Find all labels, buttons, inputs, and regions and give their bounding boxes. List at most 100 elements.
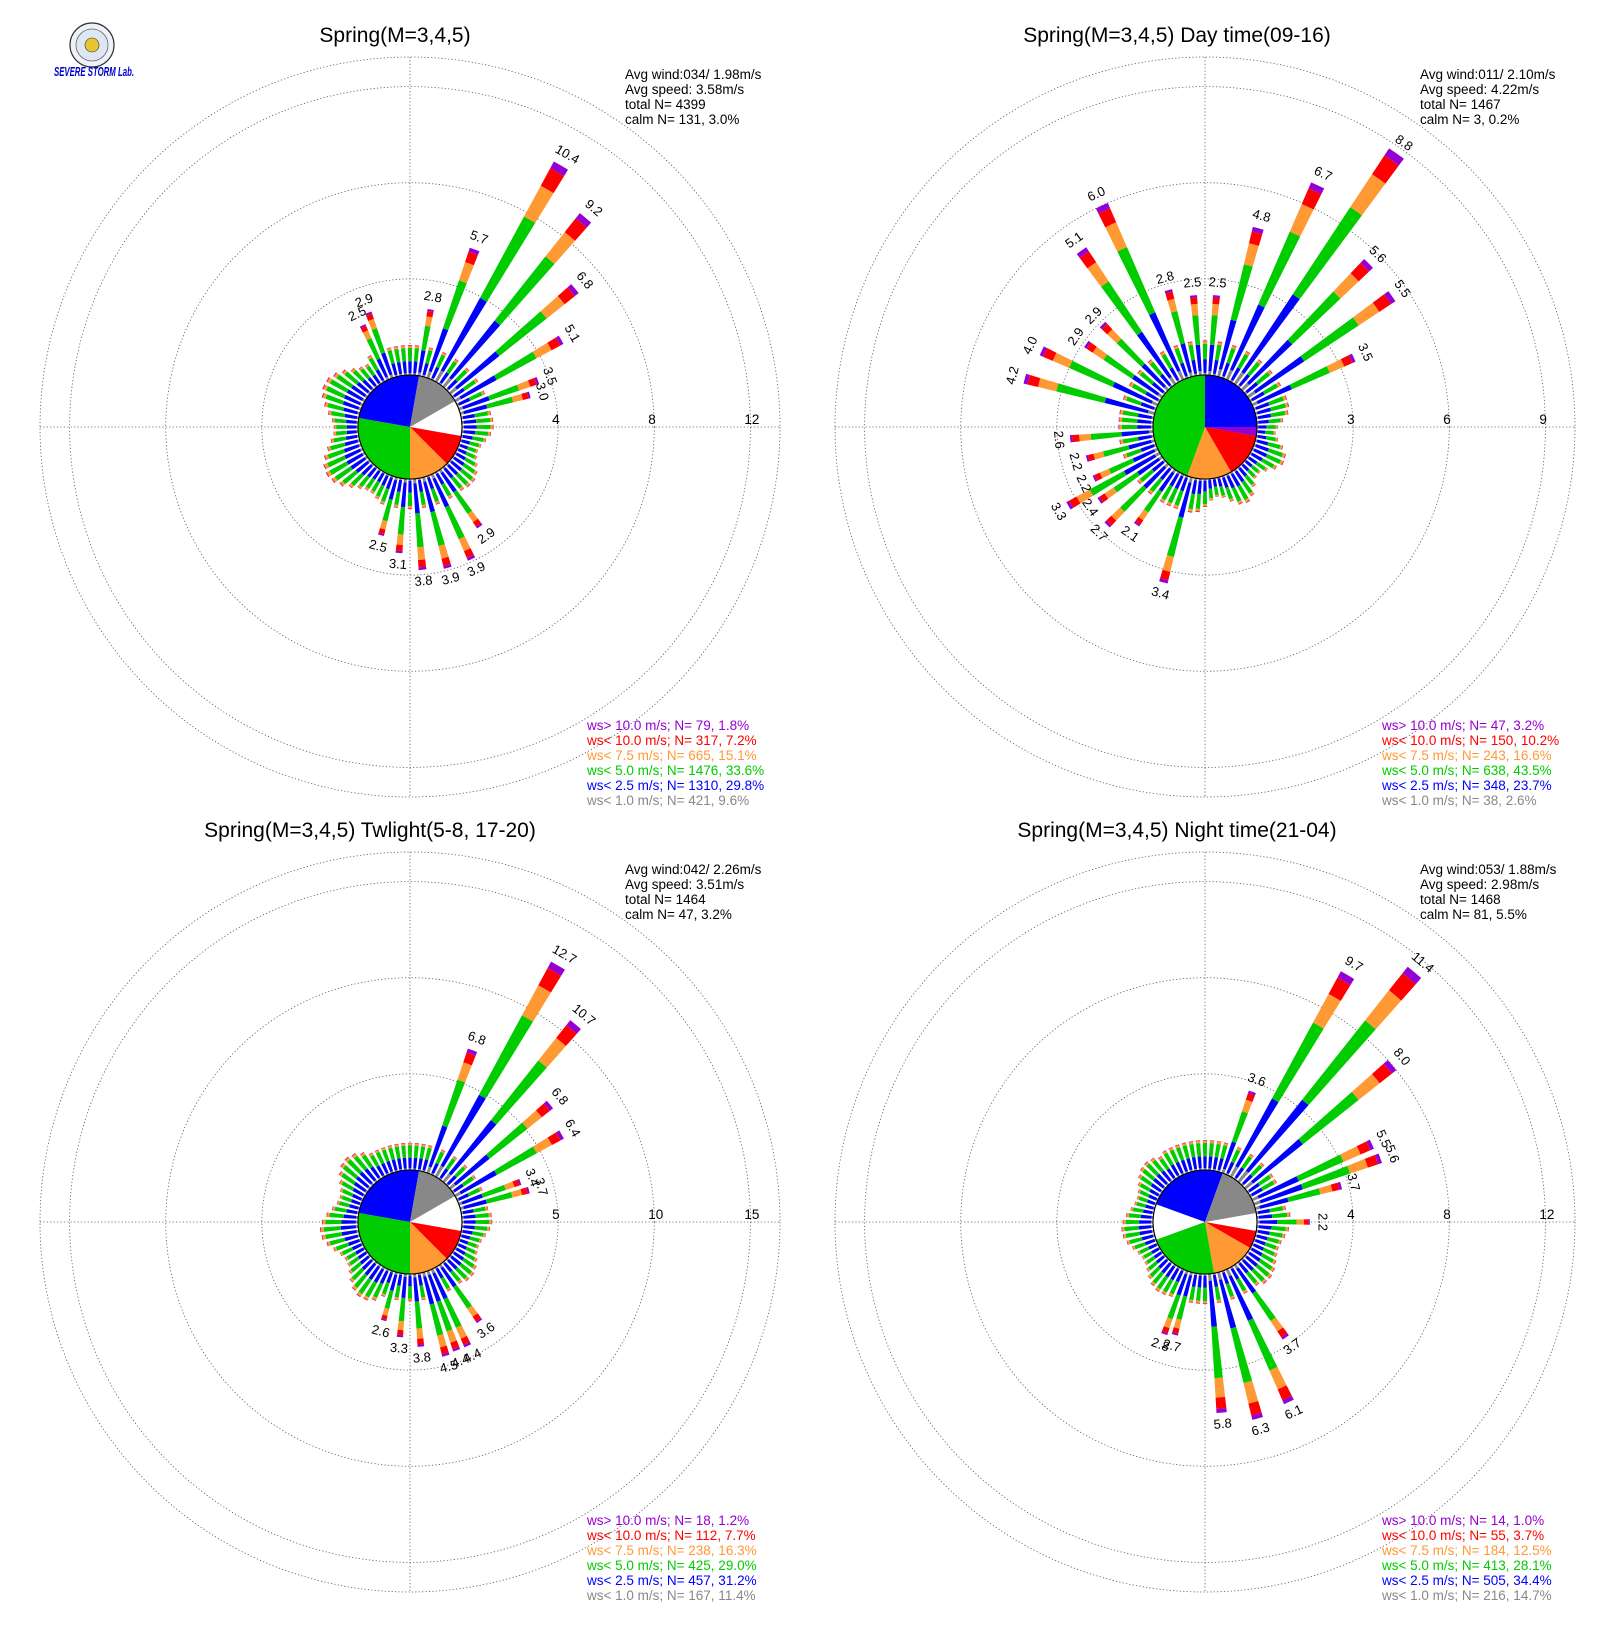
bar-segment [1144,1161,1150,1167]
bar-segment [481,1184,506,1198]
info-line: total N= 1467 [1420,97,1501,112]
bar-segment [1090,432,1122,441]
bar-segment [1249,398,1253,403]
bar-segment [448,496,453,499]
bar-segment [434,1165,444,1178]
bar-segment [380,500,385,505]
bar-segment [382,1307,390,1316]
bar-segment [475,417,491,424]
bar-segment [1202,341,1208,344]
bar-segment [1245,500,1251,503]
bar-segment [467,1241,478,1248]
bar-segment [440,471,457,493]
wind-bar [330,434,360,444]
bar-segment [1225,1268,1232,1277]
bar-segment [1237,484,1249,501]
wind-bar [1251,1139,1374,1202]
bar-segment [1157,393,1164,399]
bar-segment [327,410,330,415]
bar-value-label: 6.3 [1250,1419,1271,1438]
bar-segment [330,442,346,451]
bar-segment [464,1276,469,1281]
wind-bar [1168,1268,1185,1298]
bar-segment [360,1152,366,1157]
bar-segment [1256,407,1271,415]
bar-segment [1221,1168,1226,1174]
bar-segment [1245,1271,1258,1284]
wind-bar [1023,373,1156,415]
bar-segment [350,1261,362,1273]
bar-segment [1079,251,1097,269]
bar-segment [1146,1255,1156,1265]
bar-segment [1244,460,1253,468]
bar-segment [472,436,484,442]
bar-segment [430,510,445,546]
bar-segment [459,468,474,481]
bar-segment [1149,477,1163,493]
wind-bar [1095,202,1185,381]
bar-segment [419,1146,426,1159]
bar-segment [329,379,349,393]
bar-segment [1208,1156,1213,1169]
bar-segment [418,559,427,568]
bar-segment [333,1247,336,1252]
bar-segment [457,1279,463,1284]
bar-segment [352,1187,365,1197]
bar-segment [374,1260,378,1265]
info-line: Avg wind:011/ 2.10m/s [1420,67,1556,82]
ring-label: 8 [1443,1207,1451,1222]
bar-segment [472,1313,481,1322]
bar-segment [1265,468,1268,472]
bar-segment [1216,1407,1227,1414]
bar-segment [1274,465,1277,470]
bar-segment [400,482,407,508]
bar-segment [1243,1380,1259,1404]
bar-segment [1123,395,1126,400]
bar-segment [364,363,369,367]
bar-segment [1141,1234,1154,1241]
bar-segment [1275,1253,1278,1258]
legend-entry: ws< 7.5 m/s; N= 665, 15.1% [586,748,757,763]
bar-segment [356,1291,363,1297]
bar-segment [364,486,370,491]
bar-segment [1240,1257,1245,1262]
bar-segment [1251,226,1264,235]
bar-segment [361,1154,374,1169]
bar-segment [1105,222,1127,252]
bar-segment [486,1122,528,1159]
bar-segment [1120,439,1124,445]
bar-segment [380,1295,386,1298]
bar-segment [1191,1157,1198,1170]
wind-bar [1171,1271,1193,1336]
bar-segment [1138,1174,1141,1179]
bar-segment [1173,1177,1177,1181]
bar-segment [1211,1326,1223,1379]
bar-segment [396,534,404,546]
bar-segment [1173,506,1178,509]
bar-segment [466,554,476,561]
bar-segment [1223,1142,1229,1145]
bar-segment [462,1209,474,1215]
bar-segment [374,1149,379,1152]
bar-value-label: 2.5 [1208,274,1227,291]
legend-entry: ws< 2.5 m/s; N= 505, 34.4% [1381,1573,1552,1588]
bar-segment [1216,1140,1222,1143]
bar-segment [1257,434,1267,440]
bar-segment [340,1188,344,1193]
bar-segment [427,1274,441,1302]
legend-entry: ws< 7.5 m/s; N= 243, 16.6% [1381,748,1552,763]
bar-value-label: 6.0 [1085,183,1108,204]
bar-segment [1162,1186,1167,1190]
bar-segment [453,1251,465,1261]
bar-segment [367,467,377,478]
bar-segment [1161,353,1173,370]
bar-segment [1246,455,1250,459]
bar-segment [382,471,386,475]
bar-segment [1251,1268,1265,1282]
bar-segment [417,1158,423,1170]
bar-segment [359,1171,373,1185]
bar-segment [1175,1144,1180,1147]
bar-segment [1219,486,1226,496]
bar-segment [456,402,460,407]
